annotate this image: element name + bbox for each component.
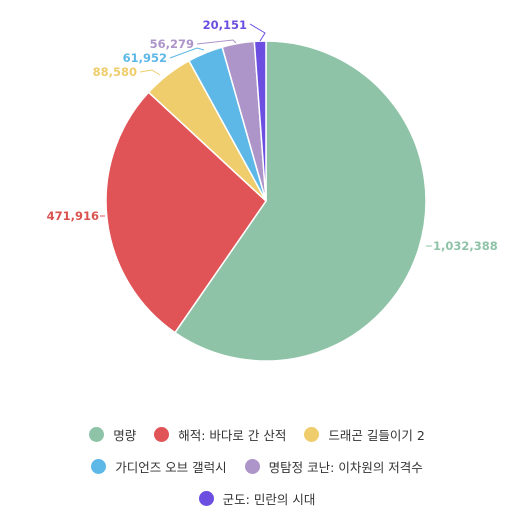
legend-row-2: 가디언즈 오브 갤럭시 명탐정 코난: 이차원의 저격수 (0, 450, 514, 482)
legend-row-3: 군도: 민란의 시대 (0, 482, 514, 514)
legend-swatch-4 (91, 458, 107, 474)
legend-swatch-6 (198, 490, 214, 506)
legend-item-3[interactable]: 드래곤 길들이기 2 (304, 425, 425, 444)
leader-line-4 (169, 47, 205, 59)
legend-label-6: 군도: 민란의 시대 (222, 491, 316, 507)
legend-swatch-2 (154, 426, 170, 442)
data-label-4: 61,952 (123, 51, 167, 65)
data-label-6: 20,151 (203, 18, 247, 32)
legend-label-3: 드래곤 길들이기 2 (328, 427, 425, 443)
legend-label-5: 명탐정 코난: 이차원의 저격수 (268, 459, 423, 475)
legend-swatch-3 (304, 426, 320, 442)
leader-line-3 (139, 69, 161, 76)
legend-label-4: 가디언즈 오브 갤럭시 (115, 459, 227, 475)
legend-item-2[interactable]: 해적: 바다로 간 산적 (154, 425, 286, 444)
data-label-2: 471,916 (47, 209, 99, 223)
pie-slice-2[interactable] (105, 91, 267, 334)
data-label-1: 1,032,388 (433, 239, 498, 253)
data-label-3: 88,580 (93, 65, 137, 79)
legend-swatch-5 (244, 458, 260, 474)
pie-slice-1[interactable] (173, 40, 427, 362)
leader-line-5 (196, 39, 237, 45)
data-label-5: 56,279 (150, 37, 194, 51)
legend-item-4[interactable]: 가디언즈 오브 갤럭시 (91, 457, 227, 476)
legend-label-1: 명량 (113, 427, 137, 443)
chart-legend: 명량 해적: 바다로 간 산적 드래곤 길들이기 2 가디언즈 오브 갤럭시 명… (0, 418, 514, 514)
legend-label-2: 해적: 바다로 간 산적 (178, 427, 287, 443)
legend-row-1: 명량 해적: 바다로 간 산적 드래곤 길들이기 2 (0, 418, 514, 450)
legend-swatch-1 (89, 426, 105, 442)
legend-item-5[interactable]: 명탐정 코난: 이차원의 저격수 (244, 457, 423, 476)
legend-item-6[interactable]: 군도: 민란의 시대 (198, 489, 316, 508)
pie-chart: 1,032,388 471,916 88,580 61,952 56,279 20,151 (47, 18, 498, 362)
legend-item-1[interactable]: 명량 (89, 425, 136, 444)
leader-line-6 (249, 23, 266, 42)
pie-slice-6[interactable] (253, 40, 267, 202)
